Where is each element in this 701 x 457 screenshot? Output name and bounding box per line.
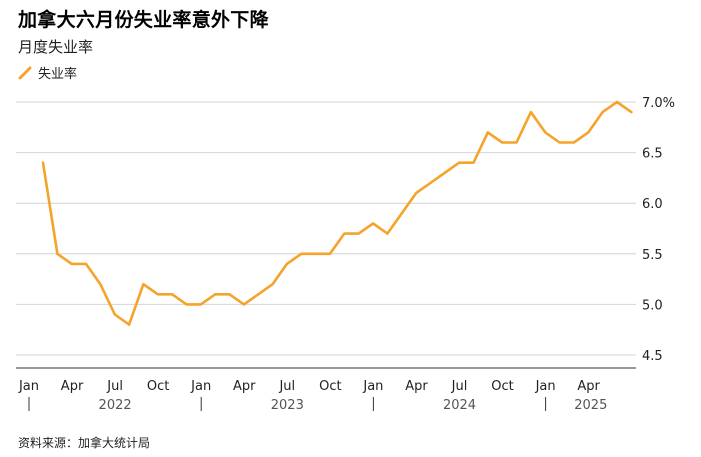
x-tick-label: Apr xyxy=(61,379,84,394)
y-tick-label: 5.5 xyxy=(642,248,663,263)
y-tick-label: 5.0 xyxy=(642,298,663,313)
legend-line-icon xyxy=(18,66,32,79)
series-line xyxy=(41,100,633,326)
y-tick-label: 7.0% xyxy=(642,96,675,111)
x-tick-label: Jan xyxy=(190,379,211,394)
y-tick-label: 4.5 xyxy=(642,349,663,364)
x-tick-label: Jul xyxy=(278,379,295,394)
x-tick-label: Jul xyxy=(106,379,123,394)
year-label: 2022 xyxy=(99,398,132,413)
x-tick-label: Jan xyxy=(535,379,556,394)
x-tick-label: Oct xyxy=(491,379,513,394)
x-tick-label: Apr xyxy=(233,379,256,394)
chart-subtitle: 月度失业率 xyxy=(18,38,94,56)
source-note: 资料来源：加拿大统计局 xyxy=(18,436,151,450)
y-tick-label: 6.0 xyxy=(642,197,663,212)
x-tick-label: Oct xyxy=(147,379,169,394)
year-label: 2023 xyxy=(271,398,304,413)
legend: 失业率 xyxy=(18,63,77,82)
x-tick-label: Jul xyxy=(451,379,468,394)
legend-label: 失业率 xyxy=(38,67,78,82)
x-tick-label: Jan xyxy=(362,379,383,394)
year-label: 2024 xyxy=(443,398,476,413)
x-tick-label: Apr xyxy=(405,379,428,394)
chart-title: 加拿大六月份失业率意外下降 xyxy=(18,9,269,31)
x-tick-label: Jan xyxy=(18,379,39,394)
year-label: 2025 xyxy=(574,398,607,413)
x-tick-label: Oct xyxy=(319,379,341,394)
x-tick-label: Apr xyxy=(577,379,600,394)
y-tick-label: 6.5 xyxy=(642,147,663,162)
